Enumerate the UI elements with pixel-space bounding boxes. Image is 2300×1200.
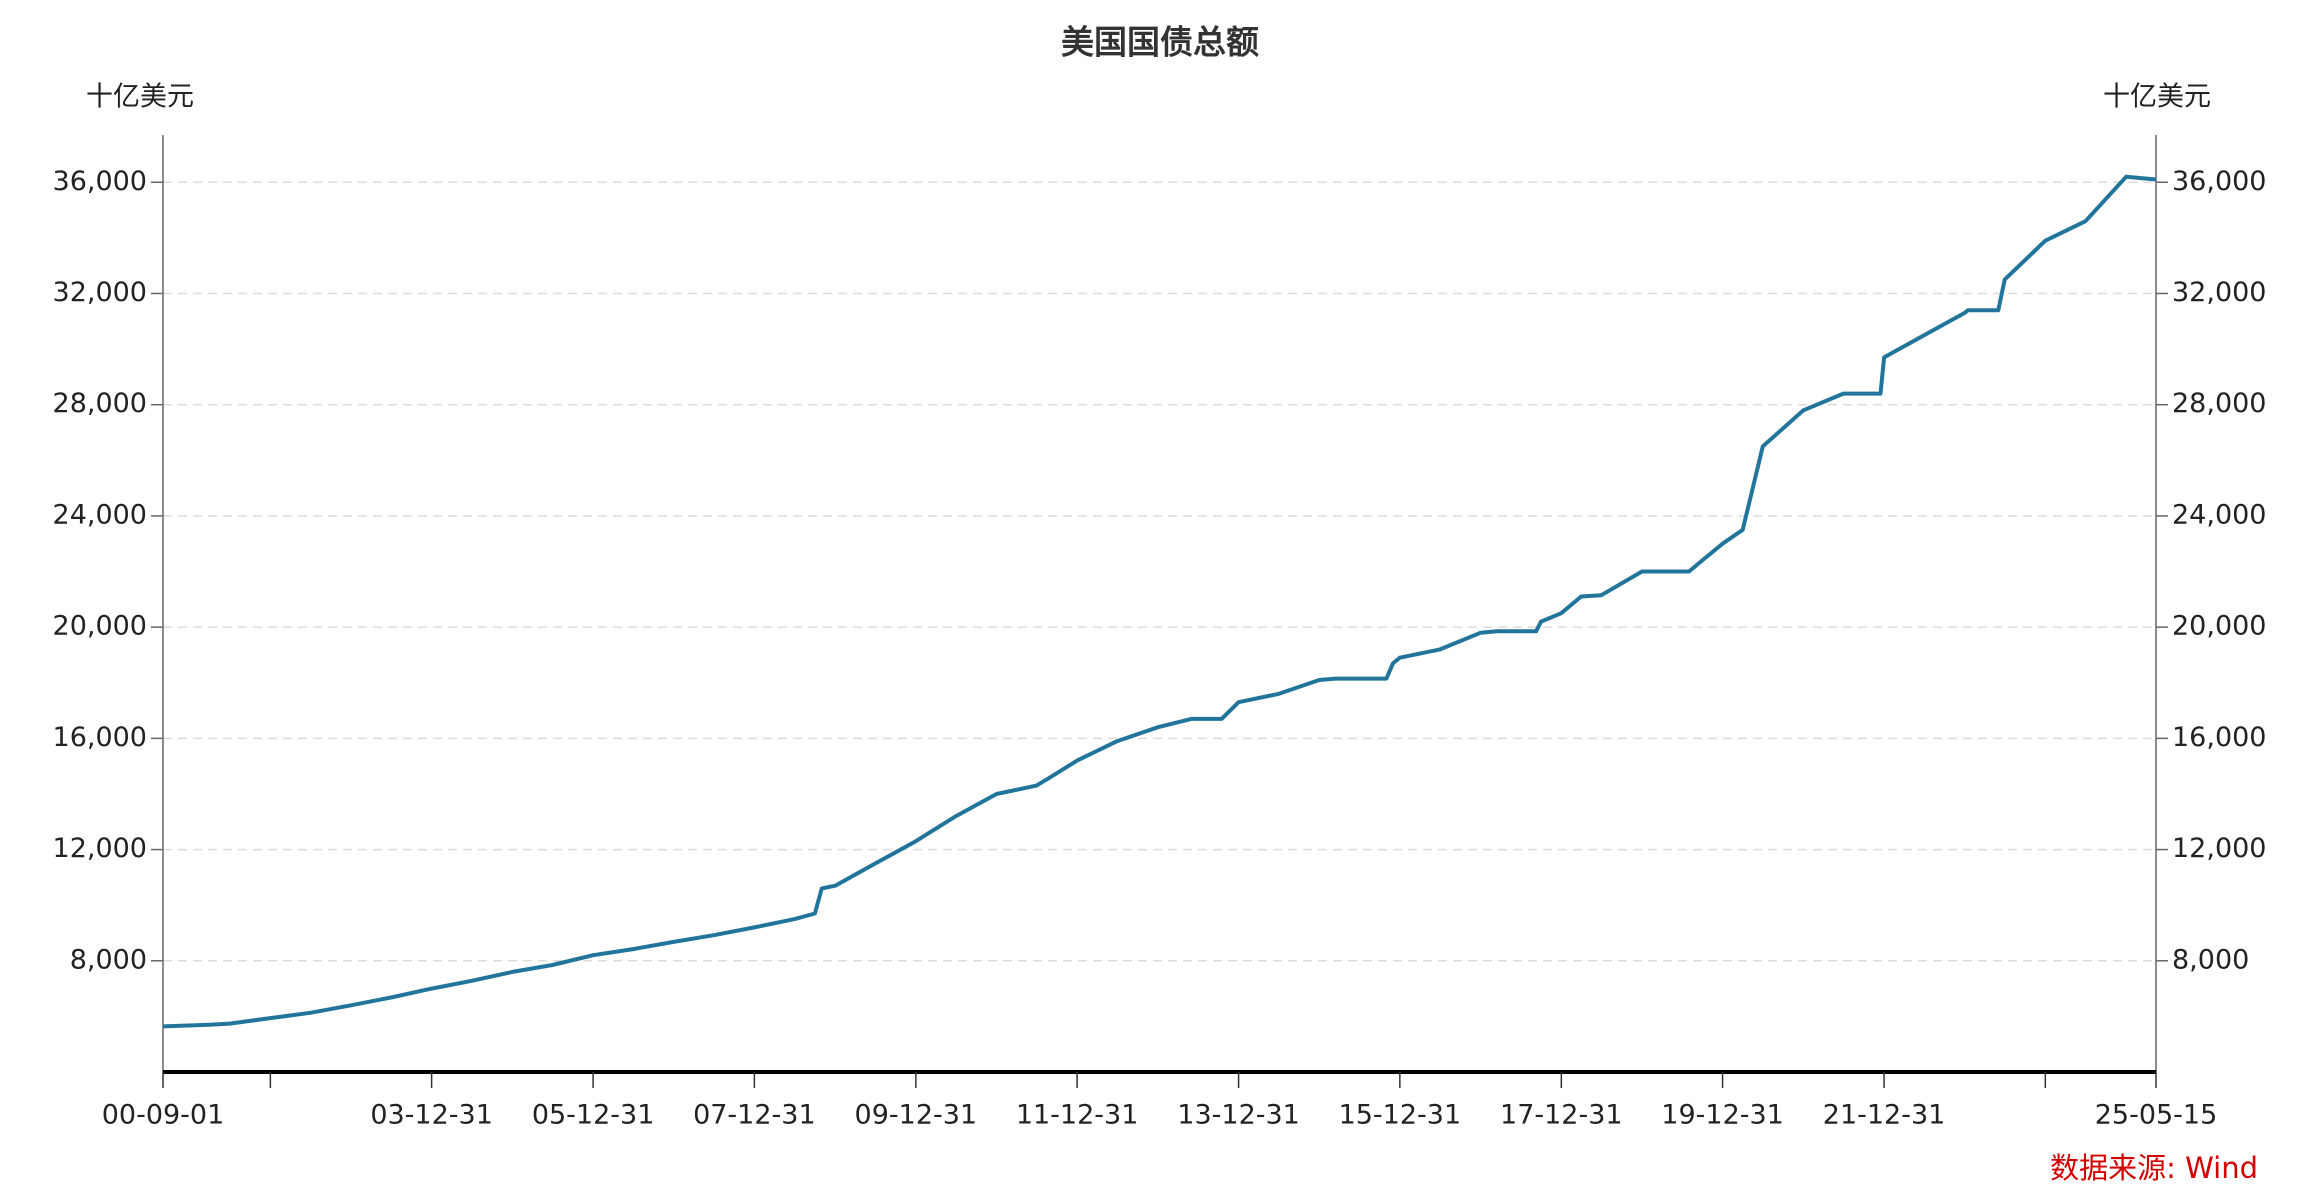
y2-tick-label: 24,000 [2172, 499, 2266, 530]
x-tick-label: 09-12-31 [855, 1100, 978, 1131]
y2-tick-label: 12,000 [2172, 833, 2266, 864]
y2-tick-label: 20,000 [2172, 611, 2266, 642]
chart-title: 美国国债总额 [1061, 23, 1259, 62]
y2-tick-label: 8,000 [2172, 944, 2249, 975]
y2-axis-label: 十亿美元 [2103, 82, 2211, 113]
y-tick-label: 32,000 [53, 277, 147, 308]
y-axis-label: 十亿美元 [86, 82, 194, 113]
y-tick-label: 24,000 [53, 499, 147, 530]
source-note: 数据来源: Wind [2050, 1151, 2258, 1185]
y-tick-label: 36,000 [53, 166, 147, 197]
x-tick-label: 00-09-01 [102, 1100, 225, 1131]
x-tick-label: 17-12-31 [1500, 1100, 1623, 1131]
data-line [162, 174, 2157, 1029]
y-tick-label: 20,000 [53, 611, 147, 642]
x-tick-label: 11-12-31 [1016, 1100, 1139, 1131]
y2-tick-label: 16,000 [2172, 722, 2266, 753]
y2-tick-label: 36,000 [2172, 166, 2266, 197]
x-tick-label: 21-12-31 [1823, 1100, 1946, 1131]
x-tick-label: 25-05-15 [2095, 1100, 2218, 1131]
x-tick-label: 07-12-31 [693, 1100, 816, 1131]
y-tick-label: 16,000 [53, 722, 147, 753]
x-tick-label: 13-12-31 [1177, 1100, 1300, 1131]
x-tick-label: 05-12-31 [532, 1100, 655, 1131]
y2-tick-label: 32,000 [2172, 277, 2266, 308]
y-tick-label: 28,000 [53, 388, 147, 419]
y-tick-label: 12,000 [53, 833, 147, 864]
x-tick-label: 19-12-31 [1661, 1100, 1784, 1131]
y-tick-label: 8,000 [70, 944, 147, 975]
x-tick-label: 15-12-31 [1339, 1100, 1462, 1131]
x-tick-label: 03-12-31 [370, 1100, 493, 1131]
y2-tick-label: 28,000 [2172, 388, 2266, 419]
